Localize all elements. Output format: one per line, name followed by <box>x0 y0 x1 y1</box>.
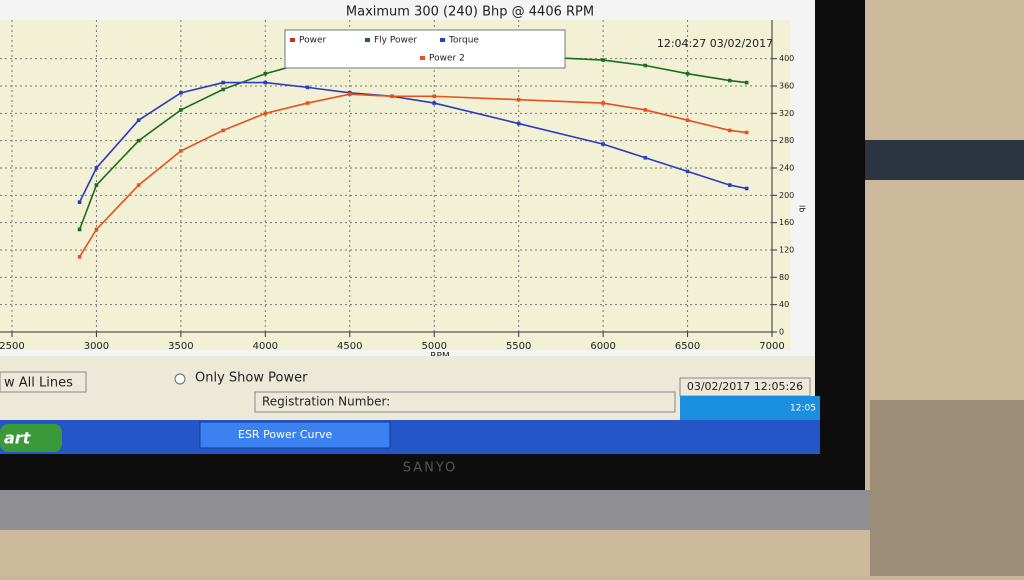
y-tick-label: 280 <box>779 136 794 145</box>
point <box>94 183 99 187</box>
point <box>685 169 690 174</box>
show-all-label[interactable]: w All Lines <box>4 376 73 391</box>
point <box>432 94 437 99</box>
point <box>94 166 99 170</box>
y-tick-label: 0 <box>779 328 784 337</box>
point <box>94 227 99 232</box>
point <box>77 255 82 259</box>
point <box>263 111 268 116</box>
point <box>221 87 225 92</box>
y-tick-label: 120 <box>779 246 794 255</box>
status-time: 03/02/2017 12:05:26 <box>687 380 803 393</box>
point <box>432 101 437 105</box>
tray <box>680 396 820 420</box>
radio[interactable] <box>174 373 186 385</box>
point <box>643 63 648 68</box>
point <box>77 200 82 204</box>
x-tick-label: 2500 <box>0 341 25 352</box>
timestamp: 12:04:27 03/02/2017 <box>657 37 773 50</box>
start-button[interactable] <box>0 424 62 452</box>
plot-background <box>0 20 790 350</box>
task-item[interactable] <box>199 421 391 449</box>
y-tick-label: 240 <box>779 164 794 173</box>
x-tick-label: 3500 <box>168 341 193 352</box>
task-label[interactable]: ESR Power Curve <box>238 428 333 441</box>
point <box>685 71 690 76</box>
point <box>727 183 732 187</box>
point <box>601 58 605 62</box>
point <box>136 118 141 122</box>
show-all-button[interactable] <box>0 371 87 393</box>
x-tick-label: 4500 <box>337 341 362 352</box>
x-tick-label: 4000 <box>253 341 278 352</box>
monitor-bottom <box>0 490 870 530</box>
point <box>179 149 183 153</box>
point <box>744 186 749 191</box>
point <box>305 85 310 90</box>
point <box>643 155 648 160</box>
x-tick-label: 3000 <box>84 341 109 352</box>
x-tick-label: 6500 <box>675 341 700 352</box>
clock: 12:05 <box>790 404 816 414</box>
box <box>870 400 1024 576</box>
point <box>516 97 521 102</box>
point <box>744 80 749 85</box>
point <box>643 108 648 112</box>
start-label[interactable]: art <box>4 429 32 448</box>
y-tick-label: 160 <box>779 218 794 227</box>
y-tick-label: 400 <box>779 54 794 63</box>
point <box>727 78 732 83</box>
header-info: Maximum 300 (240) Bhp @ 4406 RPM <box>346 5 594 20</box>
x-tick-label: 7000 <box>759 341 784 352</box>
taskbar <box>0 420 820 454</box>
point <box>601 142 605 146</box>
point <box>390 94 394 99</box>
x-tick-label: 5000 <box>421 341 446 352</box>
registration-field[interactable] <box>254 391 676 413</box>
point <box>685 118 690 122</box>
point <box>77 227 82 232</box>
point <box>179 91 183 95</box>
point <box>516 121 521 126</box>
legend-label: Torque <box>448 36 479 46</box>
x-tick-label: 5500 <box>506 341 531 352</box>
point <box>347 92 352 96</box>
brand: SANYO <box>403 461 458 476</box>
point <box>263 80 268 85</box>
point <box>305 101 310 105</box>
y-axis-label: lb <box>798 205 807 212</box>
point <box>744 130 749 135</box>
series-line <box>78 93 747 258</box>
point <box>727 128 732 133</box>
legend-swatch <box>440 38 445 42</box>
legend-swatch <box>290 38 295 42</box>
point <box>221 80 225 85</box>
point <box>601 101 605 105</box>
y-tick-label: 40 <box>779 300 789 309</box>
point <box>179 108 183 112</box>
y-tick-label: 80 <box>779 273 789 282</box>
legend-label: Power <box>299 36 327 46</box>
legend-label: Power 2 <box>429 54 465 64</box>
legend-box <box>284 29 566 69</box>
point <box>136 138 141 143</box>
point <box>263 71 268 76</box>
legend-label: Fly Power <box>374 36 417 46</box>
point <box>136 183 141 187</box>
registration-label: Registration Number: <box>262 395 390 409</box>
y-tick-label: 320 <box>779 109 794 118</box>
y-tick-label: 200 <box>779 191 794 200</box>
x-tick-label: 6000 <box>590 341 615 352</box>
point <box>221 128 225 133</box>
only-power-label[interactable]: Only Show Power <box>195 371 308 386</box>
legend-swatch <box>365 38 370 42</box>
legend: Power Fly Power Torque Power 2 <box>290 36 479 64</box>
y-tick-label: 360 <box>779 82 794 91</box>
legend-swatch <box>420 56 425 60</box>
